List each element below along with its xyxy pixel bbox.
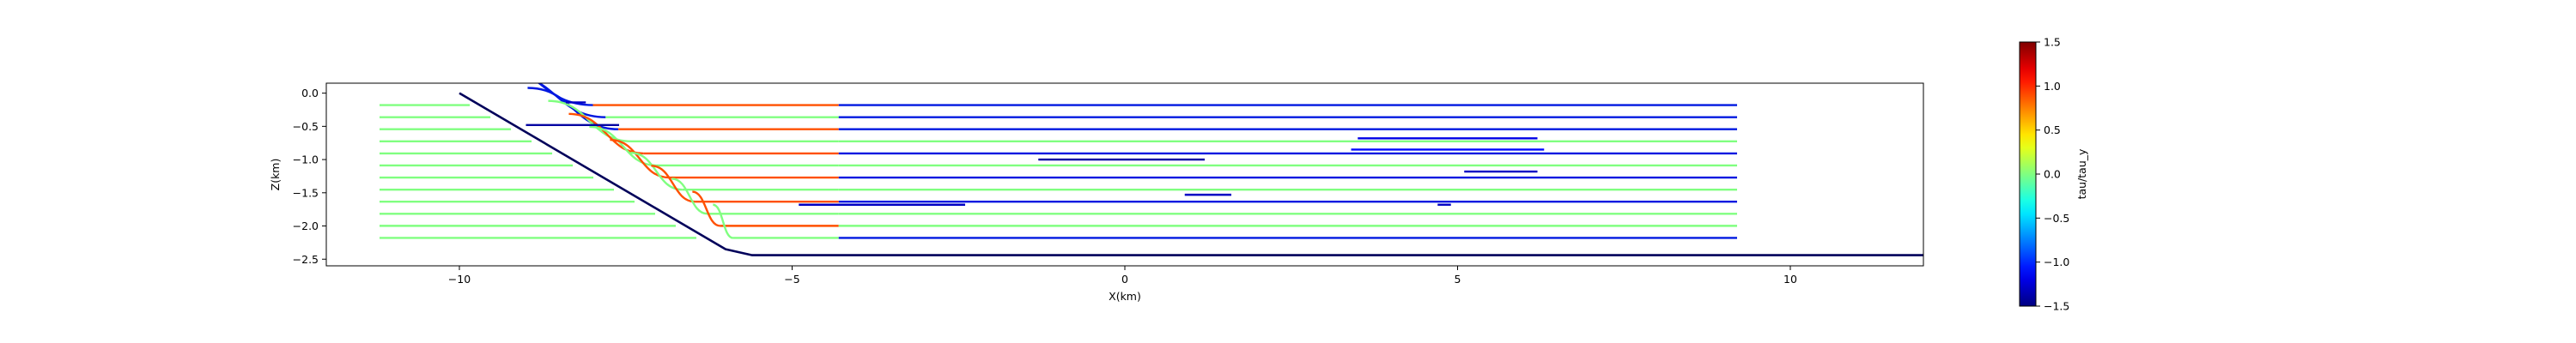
strand-bend bbox=[568, 112, 644, 155]
strand-bend bbox=[548, 99, 631, 143]
x-tick-label: −10 bbox=[448, 273, 471, 286]
strand-bend bbox=[527, 87, 619, 130]
colorbar-tick-label: −1.5 bbox=[2044, 300, 2069, 313]
x-tick-label: 10 bbox=[1783, 273, 1797, 286]
y-tick-label: −2.5 bbox=[293, 253, 319, 266]
colorbar-tick-label: 1.0 bbox=[2044, 80, 2061, 93]
strand-bend bbox=[589, 125, 657, 167]
colorbar-tick-label: 1.5 bbox=[2044, 36, 2061, 49]
x-tick-label: 5 bbox=[1455, 273, 1461, 286]
strand-bend bbox=[671, 178, 708, 215]
y-axis-label: Z(km) bbox=[269, 159, 282, 191]
y-tick-label: −1.0 bbox=[293, 153, 319, 166]
strand-bend bbox=[692, 190, 721, 227]
x-tick-label: −5 bbox=[784, 273, 799, 286]
colorbar-tick-label: −0.5 bbox=[2044, 212, 2069, 225]
colorbar-tick-label: 0.0 bbox=[2044, 168, 2061, 181]
colorbar-label: tau/tau_y bbox=[2075, 148, 2088, 199]
colorbar-gradient bbox=[2019, 41, 2037, 307]
strand-bend bbox=[651, 165, 696, 203]
colorbar-tick-label: 0.5 bbox=[2044, 123, 2061, 136]
y-tick-label: 0.0 bbox=[301, 87, 319, 99]
plot-area bbox=[380, 83, 1923, 256]
x-axis-label: X(km) bbox=[1109, 290, 1141, 303]
y-tick-label: −2.0 bbox=[293, 220, 319, 232]
x-tick-label: 0 bbox=[1121, 273, 1128, 286]
y-tick-label: −1.5 bbox=[293, 186, 319, 199]
colorbar: 1.5 1.0 0.5 0.0 −0.5 −1.0 −1.5 bbox=[2019, 36, 2069, 313]
fault-line bbox=[459, 92, 1923, 256]
axes: −10 −5 0 5 10 0.0 −0.5 −1.0 −1.5 −2.0 −2.5 bbox=[293, 82, 1924, 286]
strand-bend bbox=[712, 203, 734, 239]
colorbar-tick-label: −1.0 bbox=[2044, 256, 2069, 268]
y-tick-label: −0.5 bbox=[293, 120, 319, 133]
